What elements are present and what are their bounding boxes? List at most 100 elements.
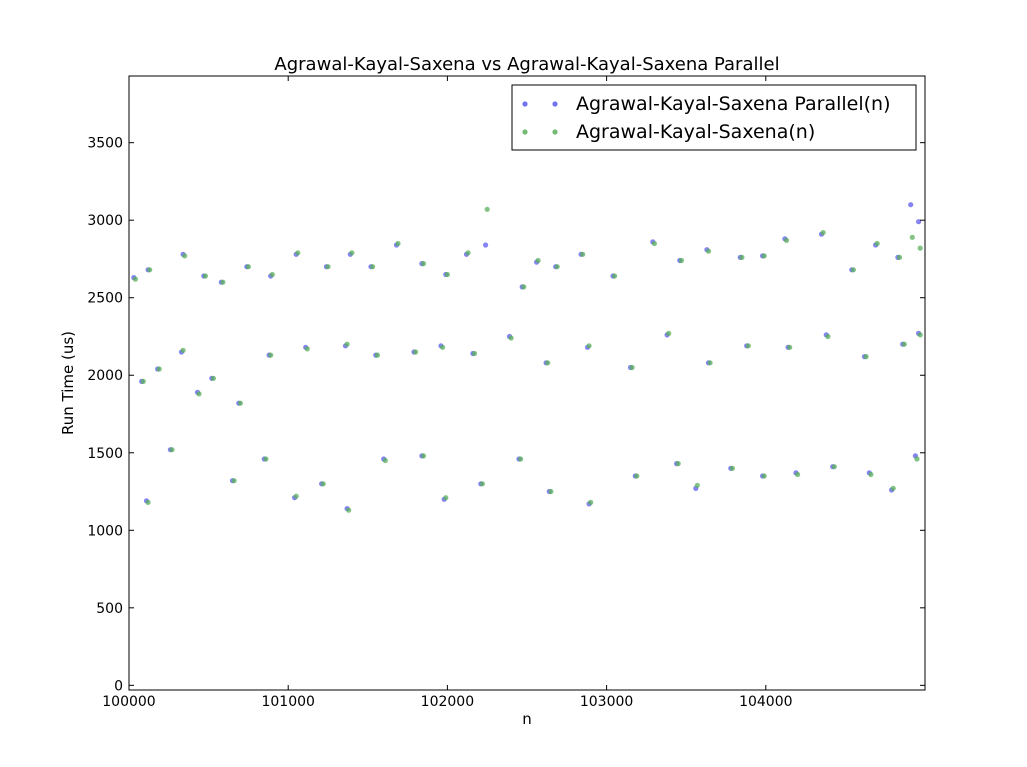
x-tick-label: 102000: [421, 694, 474, 710]
sequential-data-point: [269, 271, 275, 278]
sequential-data-point: [145, 499, 151, 505]
parallel-data-point: [483, 242, 489, 248]
y-tick-label: 500: [96, 601, 123, 617]
sequential-data-point: [694, 482, 700, 488]
y-tick-label: 2000: [87, 368, 123, 384]
sequential-data-point: [863, 354, 869, 360]
plot-frame: [128, 75, 926, 691]
sequential-data-point: [484, 206, 490, 212]
x-tick-label: 100000: [102, 694, 155, 710]
sequential-data-point: [320, 481, 326, 487]
sequential-data-point: [237, 400, 243, 406]
sequential-data-point: [202, 273, 208, 279]
x-axis-label: n: [522, 710, 532, 728]
y-tick-label: 0: [114, 678, 123, 694]
y-tick-label: 1000: [87, 523, 123, 539]
sequential-data-point: [580, 251, 586, 257]
y-tick-label: 2500: [87, 291, 123, 307]
legend: Agrawal-Kayal-Saxena Parallel(n) Agrawal…: [511, 84, 917, 151]
sequential-data-point: [443, 495, 449, 501]
sequential-data-point: [825, 333, 831, 340]
sequential-data-point: [140, 378, 146, 384]
sequential-data-point: [761, 473, 767, 479]
sequential-data-point: [787, 344, 793, 350]
y-tick-label: 3000: [87, 213, 123, 229]
legend-marker-sequential: [522, 129, 528, 135]
legend-marker-parallel: [522, 101, 528, 107]
x-tick-label: 101000: [261, 694, 314, 710]
sequential-data-point: [465, 250, 471, 256]
sequential-data-point: [896, 254, 903, 260]
sequential-data-point: [901, 341, 907, 347]
y-axis-label: Run Time (us): [59, 331, 77, 435]
sequential-data-point: [535, 257, 541, 264]
sequential-data-point: [325, 264, 331, 270]
x-tick-label: 103000: [580, 694, 633, 710]
plot-area: [129, 76, 925, 690]
sequential-data-point: [169, 447, 175, 453]
sequential-data-point: [156, 366, 162, 372]
y-tick-label: 3500: [87, 136, 123, 152]
sequential-data-point: [868, 471, 874, 478]
sequential-data-point: [890, 485, 896, 491]
sequential-data-point: [521, 284, 527, 290]
sequential-data-point: [374, 352, 380, 358]
sequential-data-point: [471, 350, 478, 357]
data-points: [131, 202, 923, 513]
sequential-data-point: [548, 488, 554, 495]
sequential-data-point: [344, 341, 350, 347]
sequential-data-point: [382, 457, 388, 464]
sequential-data-point: [263, 456, 269, 462]
sequential-data-point: [666, 330, 672, 336]
sequential-data-point: [554, 264, 560, 270]
sequential-data-point: [518, 456, 524, 462]
sequential-data-point: [444, 271, 450, 278]
sequential-data-point: [182, 253, 188, 259]
sequential-data-point: [132, 276, 138, 282]
sequential-data-point: [588, 499, 594, 505]
sequential-data-point: [293, 493, 299, 499]
sequential-data-point: [675, 461, 681, 467]
sequential-data-point: [508, 335, 514, 341]
sequential-data-point: [220, 279, 226, 285]
sequential-data-point: [196, 391, 202, 397]
sequential-data-point: [612, 273, 618, 279]
sequential-data-point: [180, 347, 186, 353]
sequential-data-point: [349, 250, 355, 256]
sequential-data-point: [917, 245, 923, 251]
sequential-data-point: [783, 237, 790, 243]
sequential-data-point: [745, 343, 751, 349]
sequential-data-point: [479, 481, 485, 487]
sequential-data-point: [420, 453, 427, 459]
sequential-data-point: [304, 346, 310, 352]
chart-title: Agrawal-Kayal-Saxena vs Agrawal-Kayal-Sa…: [274, 54, 779, 75]
sequential-data-point: [420, 261, 427, 267]
sequential-data-point: [678, 257, 685, 264]
sequential-data-point: [850, 267, 857, 273]
legend-marker-parallel: [552, 101, 558, 107]
sequential-data-point: [210, 375, 216, 381]
y-tick-label: 1500: [87, 446, 123, 462]
legend-label-parallel: Agrawal-Kayal-Saxena Parallel(n): [576, 93, 891, 115]
sequential-data-point: [395, 240, 401, 247]
sequential-data-point: [651, 240, 658, 247]
parallel-data-point: [908, 202, 914, 208]
sequential-data-point: [634, 473, 640, 479]
sequential-data-point: [440, 344, 446, 350]
sequential-data-point: [705, 248, 712, 254]
sequential-data-point: [346, 507, 352, 513]
parallel-data-point: [916, 219, 922, 225]
sequential-data-point: [831, 464, 837, 470]
sequential-data-point: [820, 230, 826, 236]
sequential-data-point: [874, 240, 880, 247]
sequential-data-point: [909, 234, 915, 240]
sequential-data-point: [413, 349, 419, 355]
sequential-data-point: [795, 471, 801, 478]
legend-box: [511, 84, 917, 151]
sequential-data-point: [917, 332, 923, 338]
x-tick-label: 104000: [739, 694, 792, 710]
sequential-data-point: [295, 250, 301, 256]
sequential-data-point: [739, 254, 745, 260]
sequential-data-point: [707, 360, 713, 366]
